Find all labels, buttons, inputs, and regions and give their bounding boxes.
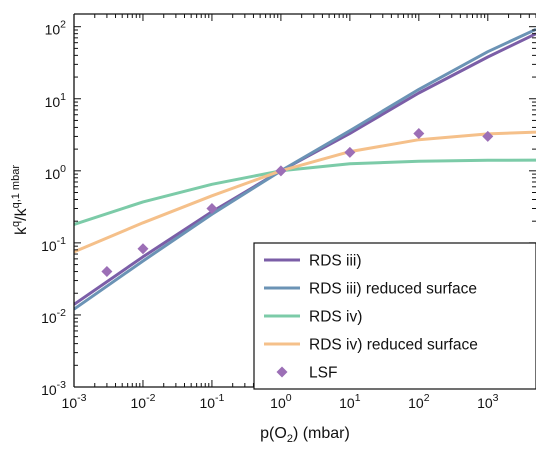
series-line-2 [74, 158, 536, 226]
legend-swatch-4 [276, 366, 288, 378]
lsf-point [137, 243, 149, 255]
x-tick-label: 10-1 [199, 392, 224, 411]
x-tick-label: 102 [408, 392, 430, 411]
y-axis-label-base: k [13, 226, 30, 235]
y-tick-label: 10-1 [41, 235, 66, 254]
x-tick-label: 10-3 [62, 392, 87, 411]
lsf-point [275, 165, 287, 177]
lsf-point [413, 127, 425, 139]
lsf-point [206, 202, 218, 214]
legend-label-2: RDS iv) [309, 309, 362, 326]
x-axis-label-suffix: ) (mbar) [293, 425, 350, 442]
y-axis-label-sup1: q [10, 221, 22, 227]
y-axis-label-slash: /k [13, 207, 30, 220]
series-layer [74, 27, 536, 311]
x-axis-label-subscript: 2 [287, 433, 293, 444]
y-axis-label-sup2: q,1 mbar [10, 165, 22, 209]
y-axis-label: kq/kq,1 mbar [10, 165, 30, 235]
legend-label-4: LSF [309, 365, 337, 382]
series-line-1 [74, 27, 536, 311]
lsf-point [482, 130, 494, 142]
legend-label-0: RDS iii) [309, 253, 362, 270]
legend-label-1: RDS iii) reduced surface [309, 281, 477, 298]
marker-layer [101, 127, 494, 278]
lsf-point [344, 146, 356, 158]
legend-box [253, 242, 536, 390]
lsf-point [101, 266, 113, 278]
x-axis-label-prefix: p(O [260, 425, 287, 442]
y-tick-label: 10-2 [41, 307, 66, 326]
x-tick-label: 101 [339, 392, 361, 411]
legend: RDS iii) RDS iii) reduced surface RDS iv) R… [253, 242, 536, 390]
y-tick-label: 10-3 [41, 379, 66, 398]
legend-label-3: RDS iv) reduced surface [309, 337, 478, 354]
x-tick-label: 10-2 [131, 392, 156, 411]
y-tick-label: 100 [45, 163, 67, 182]
y-tick-label: 101 [45, 91, 67, 110]
x-tick-label: 103 [477, 392, 499, 411]
x-tick-label: 100 [270, 392, 292, 411]
x-axis-label: p(O2) (mbar) [260, 425, 350, 444]
y-tick-label: 102 [45, 19, 67, 38]
series-line-3 [74, 130, 536, 254]
